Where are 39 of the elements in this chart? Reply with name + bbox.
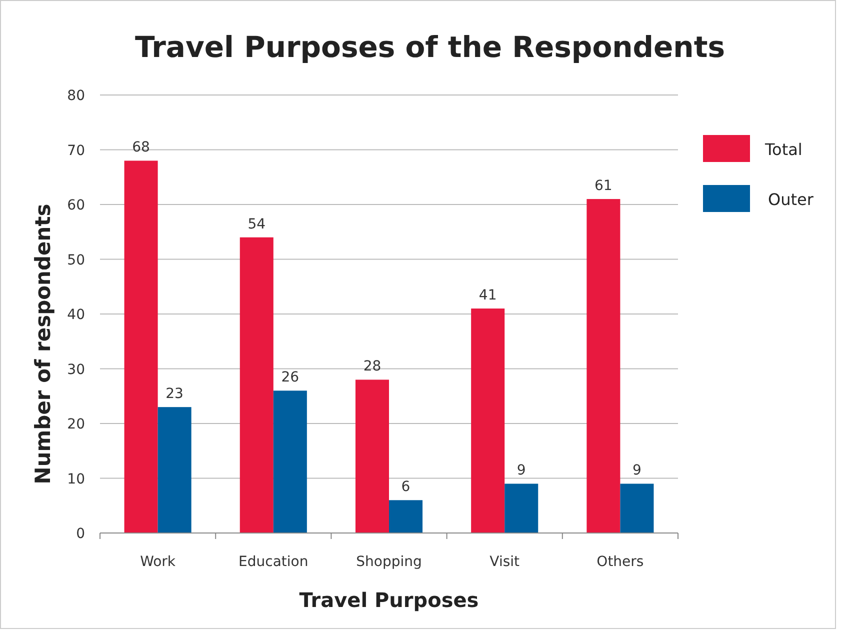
data-label: 9 [516,462,526,479]
data-label: 28 [363,358,382,375]
data-label: 23 [166,386,184,402]
x-axis-title: Travel Purposes [299,588,479,612]
data-label: 26 [281,370,300,386]
data-label: 54 [248,216,266,232]
bar [471,308,505,533]
bar [240,237,274,533]
x-tick-label: Others [596,554,644,570]
x-tick-label: Visit [490,554,520,570]
y-tick-label: 80 [67,88,85,104]
legend-label: Total [764,140,802,159]
legend-label: Outer [768,190,814,209]
x-tick-label: Work [140,554,176,570]
data-label: 6 [401,479,410,496]
y-tick-label: 60 [67,198,85,214]
chart-title: Travel Purposes of the Respondents [135,30,725,64]
x-tick-label: Shopping [356,554,422,570]
y-tick-label: 30 [67,362,85,378]
data-label: 61 [594,178,612,194]
data-label: 41 [478,288,497,304]
data-label: 9 [632,462,642,479]
bar [620,484,654,533]
y-tick-label: 0 [76,526,85,542]
y-axis-title: Number of respondents [31,204,55,484]
y-tick-label: 10 [67,471,85,488]
bar [124,160,158,533]
bar [355,380,389,533]
y-tick-label: 50 [67,252,85,268]
y-tick-label: 40 [67,307,85,323]
bar [504,484,538,533]
data-label: 68 [132,140,150,156]
y-tick-label: 20 [67,416,85,432]
x-tick-label: Education [238,554,308,570]
bar [273,390,307,533]
bar [158,407,192,533]
bar [586,199,620,533]
y-tick-label: 70 [67,142,85,159]
bar [389,500,423,533]
